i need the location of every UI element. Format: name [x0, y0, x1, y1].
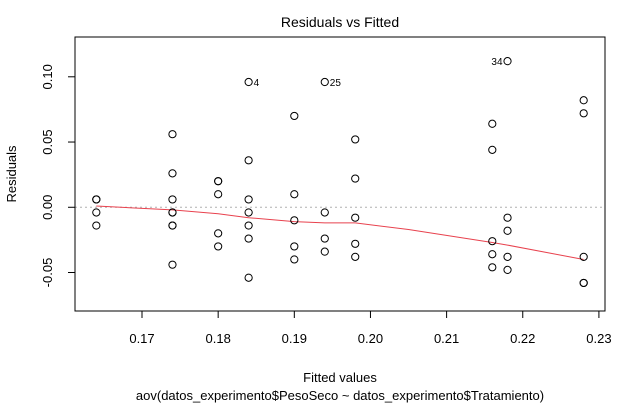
residual-point: [214, 229, 223, 238]
residual-point: [290, 242, 299, 251]
x-axis: 0.17 0.18 0.19 0.20 0.21 0.22 0.23: [129, 310, 612, 346]
x-tick-label: 0.20: [358, 331, 383, 346]
residual-points: [92, 57, 588, 288]
residual-point: [351, 135, 360, 144]
residual-point: [244, 234, 253, 243]
residual-point: [503, 265, 512, 274]
residual-point: [579, 278, 588, 288]
point-label: 25: [330, 78, 342, 89]
residual-point: [351, 239, 360, 248]
residual-point: [244, 156, 253, 165]
residual-point: [168, 260, 177, 269]
residual-point: [488, 145, 497, 154]
residual-point: [168, 221, 177, 230]
residual-point: [351, 174, 360, 183]
residual-point: [244, 221, 253, 230]
residual-point: [351, 213, 360, 222]
smoother-line: [96, 205, 584, 260]
residual-point: [488, 237, 497, 246]
chart-title: Residuals vs Fitted: [281, 14, 399, 30]
residual-point: [320, 77, 329, 87]
residual-point: [290, 216, 299, 225]
residual-point: [503, 57, 512, 66]
residual-point: [503, 213, 512, 222]
residual-point: [92, 195, 101, 204]
point-labels: 4 25 34: [254, 57, 503, 89]
point-label: 34: [491, 57, 503, 68]
residual-point: [168, 169, 177, 178]
x-axis-sublabel: aov(datos_experimento$PesoSeco ~ datos_e…: [136, 388, 544, 403]
y-tick-label: -0.05: [40, 258, 55, 288]
residual-point: [488, 119, 497, 128]
point-label: 4: [254, 78, 260, 89]
residual-point: [503, 226, 512, 235]
x-axis-label: Fitted values: [303, 370, 377, 385]
residual-point: [244, 208, 253, 217]
x-tick-label: 0.22: [510, 331, 535, 346]
residual-point: [214, 242, 223, 251]
residual-point: [290, 190, 299, 199]
y-axis-label: Residuals: [4, 145, 19, 203]
residual-point: [214, 177, 223, 186]
x-tick-label: 0.23: [586, 331, 611, 346]
residual-point: [290, 255, 299, 264]
residual-point: [168, 130, 177, 139]
residual-point: [168, 208, 177, 217]
residual-point: [320, 247, 329, 256]
residual-point: [579, 96, 588, 105]
residual-point: [503, 252, 512, 261]
residual-point: [244, 77, 253, 87]
residual-point: [488, 250, 497, 259]
y-tick-label: 0.10: [40, 64, 55, 89]
residual-point: [320, 208, 329, 217]
x-tick-label: 0.21: [434, 331, 459, 346]
y-tick-label: 0.05: [40, 129, 55, 154]
residual-point: [351, 252, 360, 261]
y-tick-label: 0.00: [40, 195, 55, 220]
residual-point: [92, 208, 101, 217]
residual-point: [214, 190, 223, 199]
residual-point: [488, 263, 497, 272]
residual-point: [244, 273, 253, 282]
residual-point: [92, 221, 101, 230]
y-axis: -0.05 0.00 0.05 0.10: [40, 64, 76, 288]
residual-point: [290, 111, 299, 121]
residual-point: [320, 234, 329, 243]
residual-point: [168, 195, 177, 204]
residual-point: [579, 252, 588, 261]
x-tick-label: 0.19: [282, 331, 307, 346]
residual-point: [579, 109, 588, 118]
residual-point: [244, 195, 253, 204]
x-tick-label: 0.17: [129, 331, 154, 346]
x-tick-label: 0.18: [206, 331, 231, 346]
